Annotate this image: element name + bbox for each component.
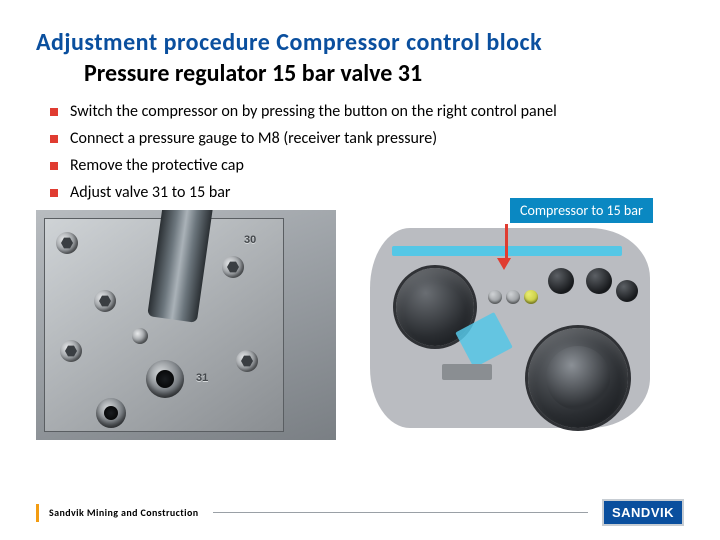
callout-text: Compressor to 15 bar <box>520 202 643 219</box>
footer-divider <box>213 512 588 513</box>
control-panel-illustration: Compressor to 15 bar <box>360 210 660 440</box>
hex-bolt-icon <box>94 290 116 312</box>
compressor-button-icon <box>488 290 502 304</box>
image-row: 30 31 Compressor to 15 bar <box>36 210 684 440</box>
footer-text: Sandvik Mining and Construction <box>49 506 199 519</box>
bullet-list: Switch the compressor on by pressing the… <box>50 102 684 202</box>
callout-label: Compressor to 15 bar <box>510 198 653 223</box>
bolt-icon <box>132 328 148 344</box>
engraving-30: 30 <box>244 234 256 246</box>
bullet-marker-icon <box>50 108 58 116</box>
slide-title-sub: Pressure regulator 15 bar valve 31 <box>84 59 684 88</box>
footer-accent-bar <box>36 504 39 522</box>
icon-cluster <box>442 364 492 380</box>
bullet-text: Connect a pressure gauge to M8 (receiver… <box>70 129 437 148</box>
list-item: Remove the protective cap <box>50 156 684 175</box>
rotary-knob-icon <box>586 268 612 294</box>
panel-button-icon <box>506 290 520 304</box>
list-item: Switch the compressor on by pressing the… <box>50 102 684 121</box>
rotary-knob-icon <box>548 268 574 294</box>
sandvik-logo: SANDVIK <box>602 499 684 526</box>
bullet-text: Remove the protective cap <box>70 156 244 175</box>
slide: Adjustment procedure Compressor control … <box>0 0 720 540</box>
bullet-marker-icon <box>50 189 58 197</box>
slide-footer: Sandvik Mining and Construction SANDVIK <box>36 499 684 526</box>
hex-bolt-icon <box>236 350 258 372</box>
bullet-marker-icon <box>50 162 58 170</box>
engraving-31: 31 <box>196 372 208 384</box>
panel-button-icon <box>524 290 538 304</box>
hex-bolt-icon <box>56 232 78 254</box>
port-secondary <box>96 398 126 428</box>
rotary-knob-icon <box>616 280 638 302</box>
hex-bolt-icon <box>60 340 82 362</box>
right-joystick-icon <box>528 328 628 428</box>
bullet-text: Switch the compressor on by pressing the… <box>70 102 557 121</box>
bullet-marker-icon <box>50 135 58 143</box>
valve-block-photo: 30 31 <box>36 210 336 440</box>
arrow-down-icon <box>502 224 511 270</box>
port-31 <box>146 360 184 398</box>
bullet-text: Adjust valve 31 to 15 bar <box>70 183 231 202</box>
hex-bolt-icon <box>222 256 244 278</box>
slide-title-main: Adjustment procedure Compressor control … <box>36 28 684 57</box>
list-item: Connect a pressure gauge to M8 (receiver… <box>50 129 684 148</box>
